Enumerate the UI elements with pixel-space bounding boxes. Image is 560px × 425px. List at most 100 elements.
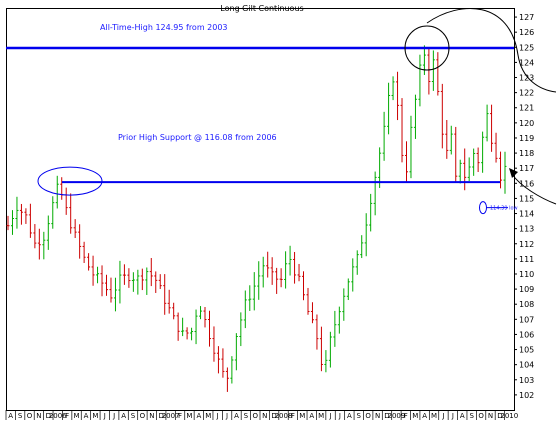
ohlc-bar — [315, 314, 319, 350]
ohlc-bar — [333, 310, 337, 347]
ohlc-bar — [100, 265, 104, 297]
y-tick-label: 113 — [519, 225, 534, 234]
ohlc-bar — [221, 348, 225, 378]
x-tick-label: J — [216, 412, 219, 420]
ohlc-bar — [216, 346, 220, 374]
ohlc-bar — [96, 266, 100, 284]
y-tick-label: 108 — [519, 300, 534, 309]
ohlc-bar — [364, 213, 368, 257]
x-tick-label: O — [478, 412, 484, 420]
ohlc-bar — [409, 115, 413, 179]
ohlc-bar — [225, 367, 229, 392]
ohlc-bar — [33, 224, 37, 249]
arrowhead — [509, 168, 518, 178]
x-tick-label: N — [36, 412, 41, 420]
ohlc-bar — [10, 210, 14, 235]
ohlc-bar — [19, 203, 23, 225]
ohlc-bar — [239, 312, 243, 347]
ohlc-bar — [342, 288, 346, 321]
ohlc-bar — [293, 251, 297, 284]
ohlc-bar — [373, 171, 377, 216]
x-tick-label: F — [291, 412, 295, 420]
ohlc-bar — [131, 272, 135, 292]
x-tick-label: D — [159, 412, 164, 420]
ohlc-bar — [463, 148, 467, 191]
chart-title: Long Gilt Continuous — [220, 4, 303, 13]
ohlc-bar — [176, 312, 180, 341]
x-tick-label: 2009 — [387, 412, 405, 420]
ohlc-bar — [481, 131, 485, 173]
ohlc-bar — [69, 193, 73, 234]
x-tick-label: S — [469, 412, 474, 420]
ohlc-bar — [252, 272, 256, 311]
x-tick-label: A — [422, 412, 427, 420]
x-tick-label: A — [196, 412, 201, 420]
ohlc-bar — [404, 141, 408, 183]
ohlc-bar — [113, 277, 117, 312]
x-tick-label: J — [112, 412, 115, 420]
ohlc-bar — [91, 255, 95, 286]
ohlc-bar — [490, 104, 494, 152]
y-tick-label: 107 — [519, 315, 534, 324]
top-curve-arrow — [426, 7, 557, 93]
ohlc-bar — [369, 193, 373, 232]
x-tick-label: J — [103, 412, 106, 420]
ohlc-bar — [109, 277, 113, 303]
prior-high-ellipse — [37, 166, 103, 196]
x-tick-label: S — [131, 412, 136, 420]
x-tick-label: O — [140, 412, 146, 420]
y-tick-label: 117 — [519, 164, 534, 173]
ohlc-bar — [319, 326, 323, 372]
x-tick-label: N — [149, 412, 154, 420]
x-tick-label: O — [253, 412, 259, 420]
x-tick-label: J — [329, 412, 332, 420]
ohlc-bar — [167, 289, 171, 314]
ohlc-bar — [306, 287, 310, 315]
x-tick-label: A — [309, 412, 314, 420]
ohlc-bar — [387, 82, 391, 135]
ohlc-bar — [355, 250, 359, 275]
x-tick-label: J — [225, 412, 228, 420]
ohlc-bar — [149, 258, 153, 287]
x-tick-label: O — [27, 412, 33, 420]
x-tick-label: M — [74, 412, 80, 420]
y-tick-label: 123 — [519, 74, 534, 83]
x-tick-label: N — [488, 412, 493, 420]
ohlc-bar — [418, 54, 422, 107]
x-tick-label: A — [347, 412, 352, 420]
x-tick-label: A — [8, 412, 13, 420]
y-tick-label: 119 — [519, 134, 534, 143]
y-tick-label: 120 — [519, 119, 534, 128]
ohlc-bar — [391, 76, 395, 101]
x-tick-label: 2010 — [500, 412, 518, 420]
ohlc-bar — [270, 257, 274, 285]
ohlc-bar — [310, 302, 314, 324]
ohlc-bar — [145, 267, 149, 295]
y-axis: 102 103 104 105 106 107 108 109 110 111 112 113 114 1… — [514, 13, 534, 400]
ohlc-bar — [181, 317, 185, 337]
y-tick-label: 116 — [519, 179, 534, 188]
ohlc-bar — [337, 306, 341, 334]
top-circle — [404, 25, 450, 71]
x-tick-label: 2008 — [275, 412, 293, 420]
x-tick-label: N — [262, 412, 267, 420]
ohlc-bar — [445, 120, 449, 159]
ohlc-bar — [279, 268, 283, 288]
ohlc-bar — [154, 271, 158, 293]
low-label: 114.39 low — [490, 206, 518, 212]
ohlc-bar — [427, 47, 431, 95]
y-tick-label: 111 — [519, 255, 534, 264]
ohlc-bar — [257, 261, 261, 300]
ohlc-bar — [78, 224, 82, 259]
x-tick-label: F — [178, 412, 182, 420]
x-tick-label: D — [384, 412, 389, 420]
x-tick-label: M — [186, 412, 192, 420]
x-tick-label: M — [92, 412, 98, 420]
ohlc-bar — [118, 260, 122, 304]
ohlc-bar — [476, 147, 480, 172]
ohlc-bar — [203, 307, 207, 328]
x-tick-label: S — [244, 412, 249, 420]
x-tick-label: A — [84, 412, 89, 420]
